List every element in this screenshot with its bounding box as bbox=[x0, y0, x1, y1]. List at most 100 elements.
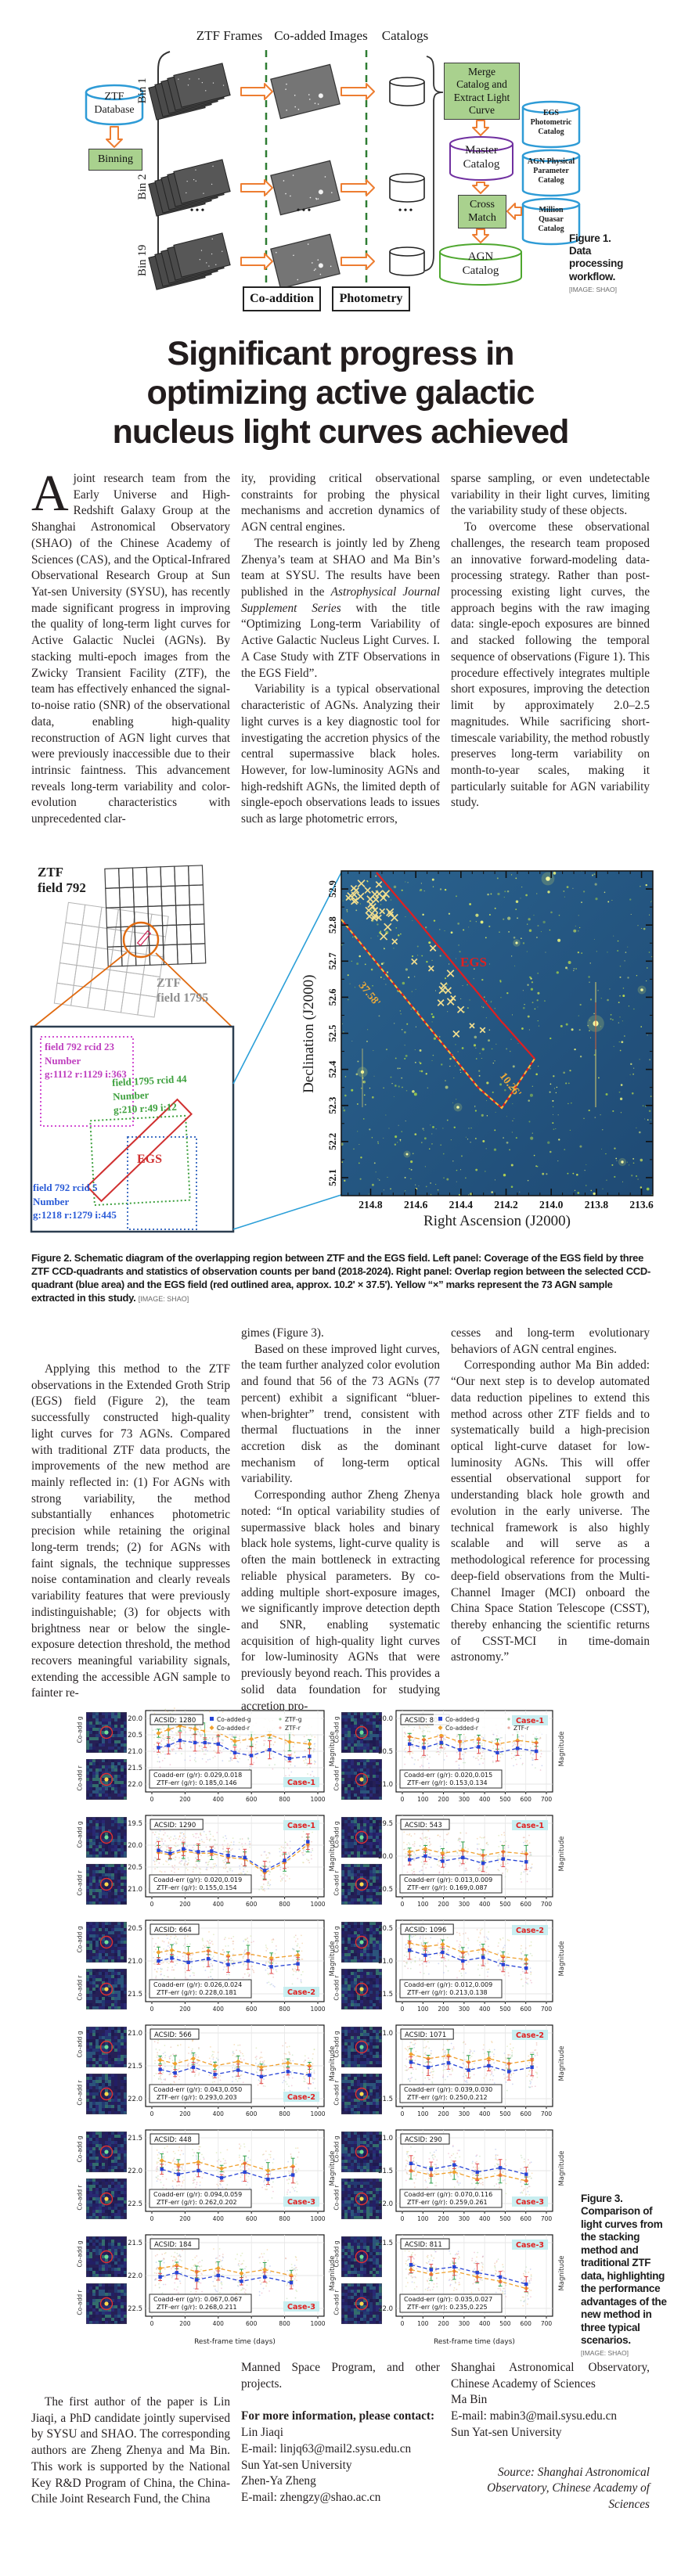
text-column: cesses and long-term evolutionary behavi… bbox=[451, 1326, 650, 1714]
cutout-thumbnail-r bbox=[341, 1864, 382, 1905]
svg-text:ZTF-err (g/r): 0.228,0.181: ZTF-err (g/r): 0.228,0.181 bbox=[157, 1989, 237, 1996]
svg-text:Co-added-g: Co-added-g bbox=[217, 1716, 251, 1723]
contact-heading: For more information, please contact: bbox=[241, 2409, 435, 2423]
svg-text:1000: 1000 bbox=[310, 2110, 325, 2117]
axis-label-dec: Declination (J2000) bbox=[300, 974, 317, 1093]
text-column: Applying this method to the ZTF observat… bbox=[31, 1326, 230, 1714]
thumb-label-r: Co-add r bbox=[333, 2290, 340, 2315]
label-rcid23: field 792 rcid 23 Number g:1112 r:1129 i… bbox=[45, 1041, 127, 1081]
node-agn-catalog: AGN Catalog bbox=[462, 250, 499, 277]
svg-text:214.4: 214.4 bbox=[449, 1199, 474, 1211]
contact-line: Sun Yat-sen University bbox=[241, 2458, 352, 2472]
thumb-label-g: Co-add g bbox=[76, 1716, 84, 1743]
case-badge: Case-2 bbox=[287, 1988, 315, 1997]
svg-text:ZTF-err (g/r): 0.262,0.202: ZTF-err (g/r): 0.262,0.202 bbox=[157, 2199, 237, 2206]
thumb-label-g: Co-add g bbox=[333, 2031, 340, 2058]
thumb-label-g: Co-add g bbox=[333, 1821, 340, 1848]
svg-text:213.6: 213.6 bbox=[629, 1199, 654, 1211]
lightcurve-chart: 20.5 21.0 21.5 0 200 400 600 800 1000 ACSID: 664 C… bbox=[128, 1919, 326, 2013]
svg-text:0: 0 bbox=[150, 2215, 154, 2222]
contact-line: Ma Bin bbox=[451, 2393, 488, 2407]
svg-text:21.0: 21.0 bbox=[128, 1886, 142, 1894]
svg-text:200: 200 bbox=[179, 2110, 191, 2117]
figure3-lightcurves: Figure 3. Comparison of light curves fro… bbox=[0, 1706, 681, 2358]
cutout-thumbnail-g bbox=[86, 1817, 127, 1858]
svg-text:21.0: 21.0 bbox=[128, 2030, 142, 2038]
svg-text:52.3: 52.3 bbox=[327, 1097, 338, 1114]
svg-text:213.8: 213.8 bbox=[585, 1199, 609, 1211]
svg-text:52.2: 52.2 bbox=[327, 1133, 338, 1150]
col-header-coadded: Co-added Images bbox=[274, 28, 368, 43]
footer-column-3: Shanghai Astronomical Observatory, Chine… bbox=[451, 2360, 650, 2513]
cutout-thumbnail-g bbox=[341, 1712, 382, 1753]
lightcurve-chart: 19.520.020.50 100 200 300 400 500 600 700ACSID:… bbox=[378, 1815, 553, 1908]
thumb-label-r: Co-add r bbox=[333, 2080, 340, 2106]
svg-text:214.2: 214.2 bbox=[494, 1199, 518, 1211]
svg-text:1000: 1000 bbox=[310, 1901, 325, 1908]
drop-cap: A bbox=[31, 465, 69, 522]
svg-text:1000: 1000 bbox=[310, 2215, 325, 2222]
paragraph: To overcome these observational challeng… bbox=[451, 520, 650, 810]
col-header-ztf-frames: ZTF Frames bbox=[196, 28, 263, 43]
node-coaddition: Co-addition bbox=[243, 286, 321, 311]
contact-line: Zhen-Ya Zheng bbox=[241, 2474, 316, 2488]
footer-column-1: The first author of the paper is Lin Jia… bbox=[31, 2360, 230, 2513]
ellipsis-frames: ••• bbox=[189, 205, 207, 217]
svg-text:1000: 1000 bbox=[310, 1796, 325, 1803]
svg-text:400: 400 bbox=[213, 2215, 225, 2222]
svg-text:400: 400 bbox=[213, 2006, 225, 2013]
figure2-caption-text: Figure 2. Schematic diagram of the overl… bbox=[31, 1252, 650, 1304]
cutout-thumbnail-r bbox=[341, 2074, 382, 2114]
svg-text:20.5: 20.5 bbox=[128, 1925, 142, 1933]
thumb-label-g: Co-add g bbox=[76, 2135, 84, 2163]
cutout-thumbnail-g bbox=[86, 1922, 127, 1963]
node-ztf-database: ZTF Database bbox=[94, 91, 135, 116]
svg-text:ZTF-g: ZTF-g bbox=[285, 1716, 302, 1723]
case-badge: Case-3 bbox=[287, 2303, 315, 2312]
contact-line: Lin Jiaqi bbox=[241, 2426, 283, 2440]
paragraph: ity, providing critical observational co… bbox=[241, 472, 440, 534]
thumb-label-r: Co-add r bbox=[76, 2185, 84, 2211]
thumb-label-r: Co-add r bbox=[76, 1765, 84, 1791]
contact-list: Lin Jiaqi E-mail: linjq63@mail2.sysu.edu.… bbox=[241, 2425, 440, 2506]
ellipsis-coadded: ••• bbox=[296, 205, 313, 217]
cutout-thumbnail-r bbox=[86, 2178, 127, 2219]
figure2-credit: [IMAGE: SHAO] bbox=[138, 1294, 189, 1303]
cutout-thumbnail-r bbox=[86, 2283, 127, 2324]
svg-text:600: 600 bbox=[246, 2110, 258, 2117]
thumb-label-g: Co-add g bbox=[76, 2031, 84, 2058]
thumb-label-g: Co-add g bbox=[333, 2135, 340, 2163]
node-million-quasar-catalog: Million Quasar Catalog bbox=[538, 206, 564, 233]
svg-text:ZTF-err (g/r): 0.185,0.146: ZTF-err (g/r): 0.185,0.146 bbox=[157, 1779, 237, 1786]
thumb-label-g: Co-add g bbox=[333, 1926, 340, 1953]
svg-text:Coadd-err (g/r): 0.029,0.018: Coadd-err (g/r): 0.029,0.018 bbox=[153, 1772, 242, 1779]
page-title: Significant progress in optimizing activ… bbox=[112, 335, 570, 451]
label-rcid44: field 1795 rcid 44 Number g:210 r:49 i:1… bbox=[111, 1072, 187, 1116]
svg-text:20.0: 20.0 bbox=[128, 1842, 142, 1850]
cutout-thumbnail-g bbox=[86, 2132, 127, 2172]
svg-text:0: 0 bbox=[150, 2110, 154, 2117]
thumb-label-r: Co-add r bbox=[333, 1975, 340, 2001]
svg-text:21.0: 21.0 bbox=[128, 1958, 142, 1966]
case-badge: Case-1 bbox=[516, 1717, 544, 1725]
cutout-thumbnail-r bbox=[86, 1759, 127, 1800]
thumb-label-g: Co-add g bbox=[76, 1926, 84, 1953]
paragraph: gimes (Figure 3). bbox=[241, 1326, 324, 1340]
footer: The first author of the paper is Lin Jia… bbox=[31, 2360, 650, 2513]
thumb-label-g: Co-add g bbox=[333, 2240, 340, 2268]
cutout-thumbnail-g bbox=[86, 2236, 127, 2277]
bin1-label: Bin 1 bbox=[136, 77, 150, 104]
thumb-label-g: Co-add g bbox=[333, 1716, 340, 1743]
svg-text:214.6: 214.6 bbox=[404, 1199, 428, 1211]
figure2-canvas: 214.8 214.6 214.4 214.2 214.0 213.8 213.6 52.1 5… bbox=[30, 865, 654, 1233]
axis-label-rest-frame-time: Rest-frame time (days) bbox=[194, 2338, 276, 2346]
thumb-label-r: Co-add r bbox=[76, 2290, 84, 2315]
node-master-catalog: Master Catalog bbox=[463, 144, 500, 171]
text-column: sparse sampling, or even undetectable va… bbox=[451, 471, 650, 828]
svg-text:21.0: 21.0 bbox=[128, 1748, 142, 1756]
